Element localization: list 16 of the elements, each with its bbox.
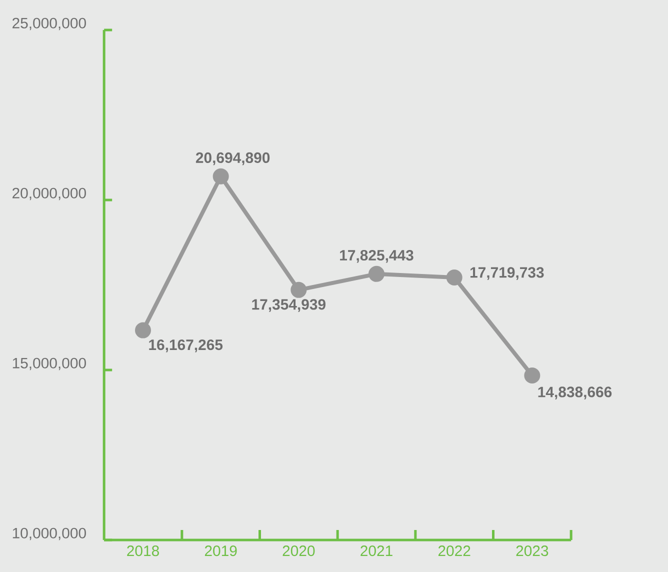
y-tick-label: 25,000,000 (12, 18, 86, 30)
data-label: 16,167,265 (149, 340, 223, 352)
x-tick-label: 2019 (204, 546, 237, 556)
data-label: 20,694,890 (196, 152, 270, 166)
y-tick-label: 15,000,000 (12, 358, 86, 370)
y-tick-label: 20,000,000 (12, 188, 86, 200)
data-label: 14,838,666 (538, 386, 612, 400)
data-label: 17,719,733 (470, 267, 544, 280)
x-tick-label: 2020 (282, 546, 315, 556)
data-label: 17,825,443 (340, 250, 414, 263)
data-label: 17,354,939 (252, 299, 326, 312)
x-tick-label: 2022 (438, 546, 470, 556)
y-tick-label: 10,000,000 (12, 528, 86, 540)
x-tick-label: 2021 (360, 546, 392, 556)
x-tick-label: 2023 (516, 546, 548, 556)
x-tick-label: 2018 (127, 546, 159, 556)
